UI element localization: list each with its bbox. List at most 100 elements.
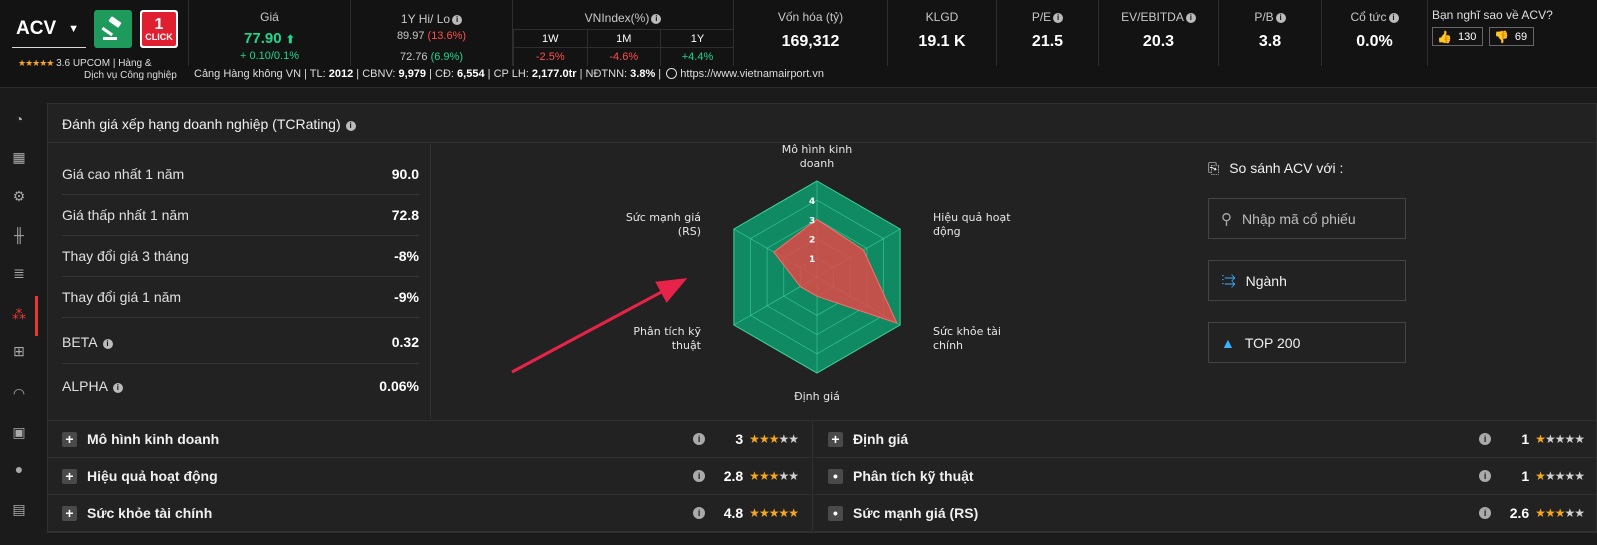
website-link[interactable]: https://www.vietnamairport.vn [680,68,824,80]
ticker-search-input[interactable]: ⚲ Nhập mã cổ phiếu [1208,198,1406,239]
ev-ebitda-label: EV/EBITDA i [1099,10,1218,24]
buildings-icon[interactable]: ▦ [12,149,26,165]
pe-value: 21.5 [1031,33,1064,50]
market-cap-value: 169,312 [781,33,840,50]
dividend-cell: Cổ tức i 0.0% [1321,0,1427,66]
info-icon: i [693,433,706,445]
expand-button[interactable]: + [62,468,77,484]
gavel-button[interactable] [94,10,132,48]
radar-axis-label: Mô hình kinh doanh [782,144,853,170]
metric-value: -8% [394,248,419,264]
star-empty-icon: ★ [1554,432,1566,446]
price-change: + 0.10/0.1% [239,50,300,62]
market-cap-label: Vốn hóa (tỷ) [777,10,844,24]
star-filled-icon: ★ [1535,469,1546,483]
radar-tick-label: 1 [809,255,815,265]
criteria-row[interactable]: + Mô hình kinh doanh i 3 ★★★★★ [48,421,813,458]
market-cap-cell: Vốn hóa (tỷ) 169,312 [733,0,887,66]
gear-icon[interactable]: ⚙ [12,188,26,204]
dividend-label: Cổ tức i [1322,10,1427,24]
report-icon[interactable]: ▤ [12,501,26,517]
star-empty-icon: ★ [1564,432,1575,446]
radar-axis-label: Hiệu quả hoạt động [933,211,1011,238]
compare-icon: ⎘ [1208,160,1220,176]
info-icon: i [1185,13,1196,23]
criteria-row[interactable]: • Phân tích kỹ thuật i 1 ★★★★★ [814,458,1597,495]
metric-row: Giá thấp nhất 1 năm 72.8 [62,195,419,236]
radar-tick-labels: 1 2 3 4 [809,197,815,265]
thumbs-up-icon: 👍 [1437,29,1452,44]
ev-ebitda-value: 20.3 [1142,33,1175,50]
info-icon: i [1275,13,1286,23]
criteria-row[interactable]: + Hiệu quả hoạt động i 2.8 ★★★★★ [48,458,813,495]
alert-icon[interactable]: ● [14,461,24,477]
criteria-score: 2.6 [1509,505,1530,521]
star-empty-icon: ★ [1564,506,1575,520]
industry-icon: ⫶⇉ [1221,272,1236,288]
expand-button[interactable]: • [828,468,843,484]
metric-value: 0.06% [379,378,419,394]
criteria-row[interactable]: + Sức khỏe tài chính i 4.8 ★★★★★ [48,495,813,532]
vnindex-period: 1Y [660,29,734,48]
metric-row: ALPHA i 0.06% [62,364,419,408]
exchange: UPCOM [72,58,111,69]
criteria-name: Hiệu quả hoạt động [87,468,218,484]
expand-button[interactable]: + [62,505,77,521]
mountain-icon: ▲ [1221,334,1235,351]
ticker-symbol: ACV [16,17,57,39]
star-filled-icon: ★ [1535,432,1546,446]
grid-icon[interactable]: ⊞ [13,343,25,359]
metric-label: Thay đổi giá 1 năm [62,289,182,305]
traffic-light-icon[interactable]: ≣ [13,265,25,281]
ticker-selector[interactable]: ACV ▼ [12,10,86,48]
criteria-row[interactable]: + Định giá i 1 ★★★★★ [814,421,1597,458]
star-filled-icon: ★ [1544,506,1556,520]
star-empty-icon: ★ [1574,506,1585,520]
radar-axis-label: Phân tích kỹ thuật [633,325,701,352]
info-icon: i [112,383,123,393]
search-icon: ⚲ [1221,210,1232,228]
dashboard-icon[interactable]: ◔ [14,111,24,127]
pb-cell: P/B i 3.8 [1218,0,1321,66]
globe-icon [666,68,678,79]
compare-title: ⎘ So sánh ACV với : [1208,160,1344,176]
hilo-label: 1Y Hi/ Lo i [351,12,512,26]
info-icon: i [1053,13,1064,23]
expand-button[interactable]: + [828,431,843,447]
star-filled-icon: ★ [768,469,780,483]
pb-label: P/B i [1219,10,1321,24]
radar-tick-label: 2 [809,236,815,246]
vote-up-button[interactable]: 👍 130 [1432,27,1484,46]
industry-compare-button[interactable]: ⫶⇉ Ngành [1208,260,1406,301]
criteria-name: Định giá [853,431,909,447]
metric-label: BETA i [62,334,113,350]
expand-button[interactable]: + [62,431,77,447]
message-star-icon[interactable]: ▣ [12,424,26,440]
stars-icon[interactable]: ⁂ [12,306,26,322]
vnindex-table: 1W 1M 1Y -2.5% -4.6% +4.4% [513,29,734,66]
ev-ebitda-cell: EV/EBITDA i 20.3 [1098,0,1218,66]
vnindex-cell: VNIndex(%) i 1W 1M 1Y -2.5% -4.6% +4.4% [512,0,734,66]
criteria-stars: ★★★★★ [1535,432,1585,446]
criteria-row[interactable]: • Sức mạnh giá (RS) i 2.6 ★★★★★ [814,495,1597,532]
star-filled-icon: ★ [749,432,760,446]
outstanding-shares: 2,177.0tr [531,68,577,80]
expand-button[interactable]: • [828,505,843,521]
rss-icon[interactable]: ◠ [12,385,26,401]
star-empty-icon: ★ [1544,469,1556,483]
star-empty-icon: ★ [1574,469,1585,483]
star-filled-icon: ★ [749,506,760,520]
top200-compare-button[interactable]: ▲ TOP 200 [1208,322,1406,363]
vnindex-period: 1W [513,29,587,48]
metric-value: 72.8 [391,207,419,223]
pe-label: P/E i [997,10,1098,24]
vote-down-button[interactable]: 👎 69 [1488,27,1535,46]
one-click-logo: 1 CLICK [142,12,176,46]
star-filled-icon: ★ [758,469,770,483]
pe-cell: P/E i 21.5 [996,0,1098,66]
left-sidebar: ◔ ▦ ⚙ ╫ ≣ ⁂ ⊞ ◠ ▣ ● ▤ [0,88,38,545]
tcrating-panel: Đánh giá xếp hạng doanh nghiệp (TCRating… [47,103,1597,533]
one-click-button[interactable]: 1 CLICK [140,10,178,48]
vnindex-period: 1M [586,29,661,48]
candlestick-icon[interactable]: ╫ [14,227,24,243]
